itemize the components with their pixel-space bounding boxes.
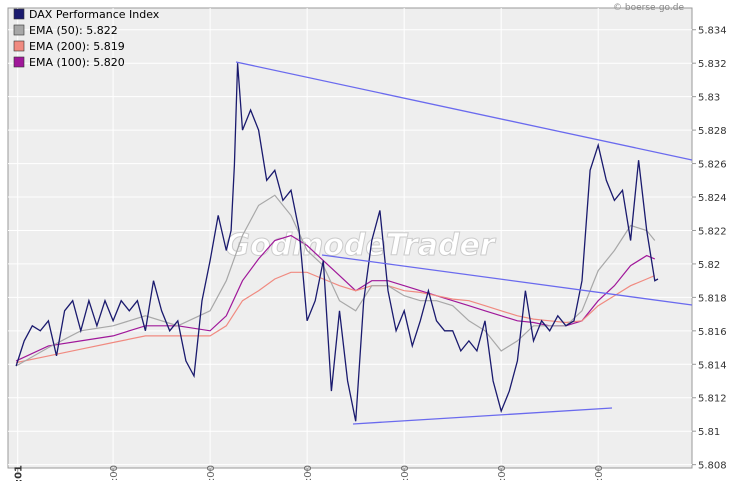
source: © boerse-go.de [613, 3, 684, 13]
y-tick-label: 5.81 [698, 427, 720, 438]
y-tick-label: 5.812 [698, 394, 727, 405]
y-tick-label: 5.832 [698, 59, 727, 70]
legend-label: EMA (100): 5.820 [29, 56, 125, 69]
x-tick-label: 07:00 [109, 465, 120, 481]
trend-line [352, 407, 613, 425]
y-tick-label: 5.822 [698, 226, 727, 237]
legend-swatch [13, 8, 25, 20]
y-tick-label: 5.828 [698, 126, 727, 137]
y-tick-label: 5.818 [698, 293, 727, 304]
x-tick-label: 06:01 [14, 465, 25, 481]
legend-label: EMA (200): 5.819 [29, 40, 125, 53]
y-tick-label: 5.814 [698, 360, 727, 371]
legend-swatch [13, 24, 25, 36]
y-tick-label: 5.826 [698, 160, 727, 171]
y-tick-label: 5.824 [698, 193, 727, 204]
y-tick-label: 5.808 [698, 461, 727, 472]
y-tick-label: 5.816 [698, 327, 727, 338]
legend-label: EMA (50): 5.822 [29, 24, 118, 37]
legend-swatch [13, 40, 25, 52]
y-tick-label: 5.82 [698, 260, 720, 271]
y-tick-label: 5.83 [698, 93, 720, 104]
x-tick-label: 09:00 [303, 465, 314, 481]
x-tick-label: 10:00 [400, 465, 411, 481]
x-tick-label: 08:00 [206, 465, 217, 481]
legend-swatch [13, 56, 25, 68]
x-tick-label: 12:00 [594, 465, 605, 481]
trend-line [321, 254, 693, 306]
series-line [15, 63, 659, 422]
y-tick-label: 5.834 [698, 26, 727, 37]
trend-line [235, 61, 693, 161]
x-tick-label: 11:00 [497, 465, 508, 481]
legend-label: DAX Performance Index [29, 8, 160, 21]
watermark: GodmodeTrader [225, 228, 496, 263]
